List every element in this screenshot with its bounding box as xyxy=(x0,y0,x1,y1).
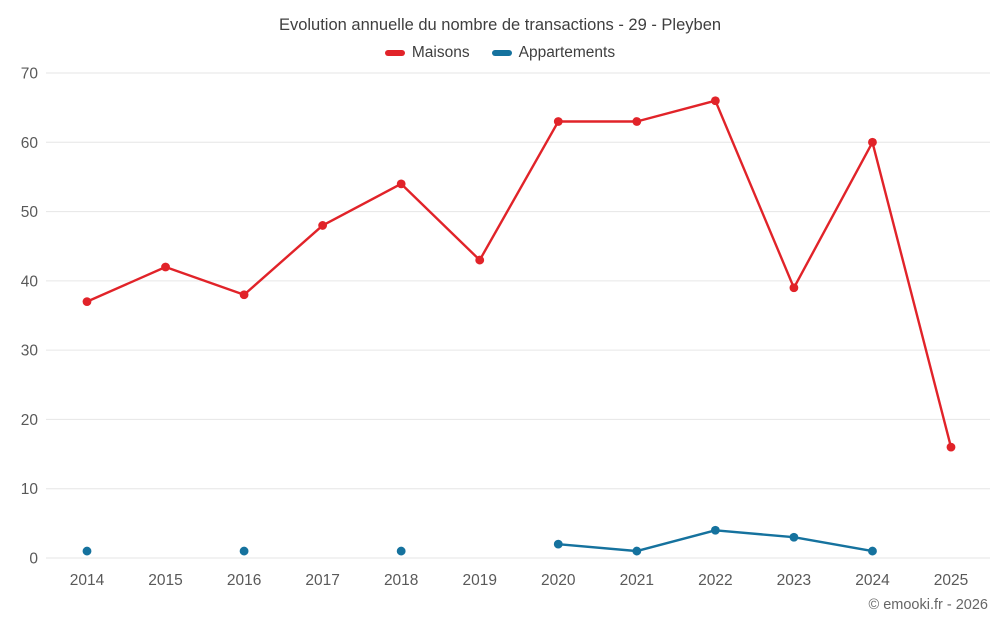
x-tick-label: 2014 xyxy=(70,572,105,589)
legend-item-maisons[interactable]: Maisons xyxy=(384,44,470,62)
data-point-maisons[interactable] xyxy=(82,297,92,307)
data-point-appartements[interactable] xyxy=(710,525,720,535)
y-tick-label: 70 xyxy=(21,66,39,83)
y-tick-label: 60 xyxy=(21,135,39,152)
copyright-label: © emooki.fr - 2026 xyxy=(868,597,988,613)
x-tick-label: 2022 xyxy=(698,572,732,589)
data-point-maisons[interactable] xyxy=(396,179,406,189)
x-tick-label: 2023 xyxy=(777,572,811,589)
data-point-appartements[interactable] xyxy=(239,546,249,556)
x-tick-label: 2020 xyxy=(541,572,576,589)
chart-legend: Maisons Appartements xyxy=(0,44,1000,62)
legend-marker-maisons xyxy=(384,50,405,56)
x-tick-label: 2017 xyxy=(305,572,339,589)
data-point-maisons[interactable] xyxy=(868,137,877,147)
legend-label-maisons: Maisons xyxy=(411,44,470,61)
y-tick-label: 20 xyxy=(21,412,39,429)
data-point-appartements[interactable] xyxy=(396,546,406,556)
x-tick-label: 2019 xyxy=(462,572,496,589)
data-point-maisons[interactable] xyxy=(789,283,799,293)
legend-label-appartements: Appartements xyxy=(518,44,616,61)
data-point-appartements[interactable] xyxy=(868,546,877,556)
data-point-maisons[interactable] xyxy=(632,117,642,126)
y-tick-label: 10 xyxy=(21,481,39,498)
data-point-maisons[interactable] xyxy=(161,262,170,272)
legend-marker-appartements xyxy=(491,50,512,56)
data-point-maisons[interactable] xyxy=(553,117,563,126)
data-point-maisons[interactable] xyxy=(239,290,249,300)
data-point-maisons[interactable] xyxy=(475,255,485,265)
data-point-appartements[interactable] xyxy=(553,539,563,549)
series-line-maisons xyxy=(85,99,953,449)
data-point-maisons[interactable] xyxy=(318,221,328,230)
y-tick-label: 50 xyxy=(21,204,39,221)
x-tick-label: 2016 xyxy=(227,572,261,589)
y-tick-label: 0 xyxy=(29,551,38,568)
data-point-appartements[interactable] xyxy=(789,532,799,542)
data-point-appartements[interactable] xyxy=(82,546,92,556)
x-tick-label: 2018 xyxy=(384,572,418,589)
x-tick-label: 2015 xyxy=(148,572,182,589)
x-tick-label: 2021 xyxy=(620,572,654,589)
legend-item-appartements[interactable]: Appartements xyxy=(491,44,616,62)
x-tick-label: 2024 xyxy=(855,572,890,589)
data-point-maisons[interactable] xyxy=(946,442,956,452)
data-point-maisons[interactable] xyxy=(710,96,720,106)
data-point-appartements[interactable] xyxy=(632,546,642,556)
x-tick-label: 2025 xyxy=(934,572,968,589)
y-tick-label: 40 xyxy=(21,273,39,290)
chart-title: Evolution annuelle du nombre de transact… xyxy=(278,16,722,34)
y-tick-label: 30 xyxy=(21,343,39,360)
